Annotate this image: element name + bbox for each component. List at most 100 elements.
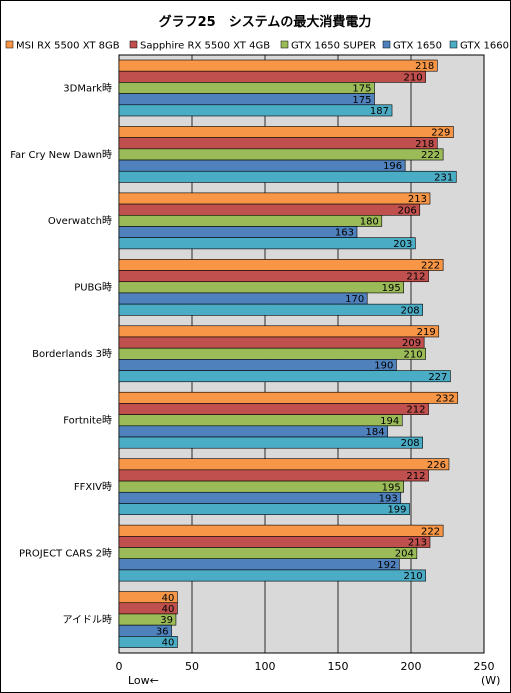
bar-value-label: 36 bbox=[156, 626, 169, 637]
bar-value-label: 218 bbox=[415, 61, 434, 72]
bar bbox=[118, 159, 406, 172]
legend-label: GTX 1650 bbox=[393, 41, 442, 52]
bar bbox=[118, 203, 421, 216]
bar-value-label: 40 bbox=[162, 638, 175, 649]
bar bbox=[118, 148, 444, 161]
x-tick-label: 150 bbox=[328, 660, 349, 673]
bar-value-label: 175 bbox=[352, 95, 371, 106]
category-label: PROJECT CARS 2時 bbox=[19, 547, 112, 559]
bar-value-label: 231 bbox=[434, 172, 453, 183]
bar-value-label: 193 bbox=[379, 493, 398, 504]
bar bbox=[118, 391, 459, 404]
bar-value-label: 184 bbox=[366, 427, 385, 438]
category-label: Fortnite時 bbox=[63, 415, 112, 427]
bar bbox=[118, 137, 438, 150]
legend: MSI RX 5500 XT 8GB Sapphire RX 5500 XT 4G… bbox=[5, 40, 509, 52]
category-label: 3DMark時 bbox=[63, 82, 112, 94]
bar bbox=[118, 458, 450, 471]
bar bbox=[118, 569, 426, 582]
bar-value-label: 210 bbox=[404, 72, 423, 83]
bar bbox=[118, 303, 423, 316]
bar bbox=[118, 536, 431, 548]
category-label: アイドル時 bbox=[63, 614, 113, 626]
bar-value-label: 208 bbox=[401, 438, 420, 449]
bar-value-label: 203 bbox=[393, 239, 412, 250]
bar-value-label: 212 bbox=[406, 471, 425, 482]
bar bbox=[118, 336, 425, 349]
bar bbox=[118, 425, 388, 438]
bar bbox=[118, 347, 426, 360]
bar-value-label: 163 bbox=[335, 228, 354, 239]
bar bbox=[118, 469, 429, 482]
legend-swatch bbox=[5, 40, 14, 49]
legend-label: GTX 1650 SUPER bbox=[291, 41, 376, 52]
bar-value-label: 229 bbox=[431, 128, 450, 139]
bar-value-label: 213 bbox=[408, 538, 427, 549]
category-label: Overwatch時 bbox=[48, 215, 112, 227]
bar-value-label: 227 bbox=[428, 372, 447, 383]
legend-item: GTX 1650 SUPER bbox=[280, 41, 376, 52]
bar bbox=[118, 259, 444, 271]
bar bbox=[118, 480, 405, 493]
x-tick-label: 0 bbox=[116, 660, 123, 673]
axis-unit: (W) bbox=[481, 674, 500, 687]
bar bbox=[118, 281, 405, 294]
bar-value-label: 222 bbox=[421, 526, 440, 537]
bar bbox=[118, 547, 418, 560]
bar-value-label: 206 bbox=[398, 205, 417, 216]
bar bbox=[118, 524, 444, 537]
bar-value-label: 218 bbox=[415, 139, 434, 150]
legend-item: GTX 1650 bbox=[382, 40, 442, 52]
legend-label: GTX 1660 bbox=[460, 41, 509, 52]
bar-value-label: 210 bbox=[404, 349, 423, 360]
bar bbox=[118, 436, 423, 449]
legend-item: MSI RX 5500 XT 8GB bbox=[5, 40, 120, 52]
bar-value-label: 187 bbox=[370, 106, 389, 117]
category-label: Borderlands 3時 bbox=[32, 348, 112, 360]
bar-value-label: 40 bbox=[162, 593, 175, 604]
legend-swatch bbox=[382, 40, 391, 49]
bar-value-label: 194 bbox=[380, 416, 399, 427]
bar bbox=[118, 226, 358, 238]
bar bbox=[118, 414, 403, 427]
x-axis: 0 50 100 150 200 250 bbox=[116, 660, 495, 673]
bar-value-label: 175 bbox=[352, 84, 371, 95]
bar bbox=[118, 636, 178, 648]
chart-title: グラフ25 システムの最大消費電力 bbox=[159, 14, 372, 30]
x-tick-label: 200 bbox=[401, 660, 422, 673]
bar-value-label: 212 bbox=[406, 405, 425, 416]
bar bbox=[118, 82, 375, 94]
bar-value-label: 219 bbox=[417, 327, 436, 338]
bar bbox=[118, 237, 416, 250]
bar-value-label: 222 bbox=[421, 261, 440, 272]
bar-value-label: 210 bbox=[404, 571, 423, 582]
bar-value-label: 195 bbox=[382, 283, 401, 294]
bar-value-label: 222 bbox=[421, 150, 440, 161]
axis-note-low: Low← bbox=[128, 674, 159, 687]
bar bbox=[118, 214, 383, 227]
bar-value-label: 190 bbox=[374, 361, 393, 372]
bar-value-label: 212 bbox=[406, 272, 425, 283]
legend-label: Sapphire RX 5500 XT 4GB bbox=[140, 41, 270, 52]
bar-value-label: 196 bbox=[383, 161, 402, 172]
bar-value-label: 170 bbox=[345, 294, 364, 305]
bar bbox=[118, 370, 451, 383]
bar bbox=[118, 93, 375, 106]
bar-value-label: 192 bbox=[377, 560, 396, 571]
bar-value-label: 195 bbox=[382, 482, 401, 493]
bar bbox=[118, 192, 431, 205]
bar-value-label: 232 bbox=[436, 393, 455, 404]
legend-item: Sapphire RX 5500 XT 4GB bbox=[129, 41, 270, 52]
x-tick-label: 50 bbox=[185, 660, 199, 673]
bar bbox=[118, 403, 429, 415]
bar-value-label: 39 bbox=[160, 615, 173, 626]
legend-label: MSI RX 5500 XT 8GB bbox=[16, 41, 120, 52]
